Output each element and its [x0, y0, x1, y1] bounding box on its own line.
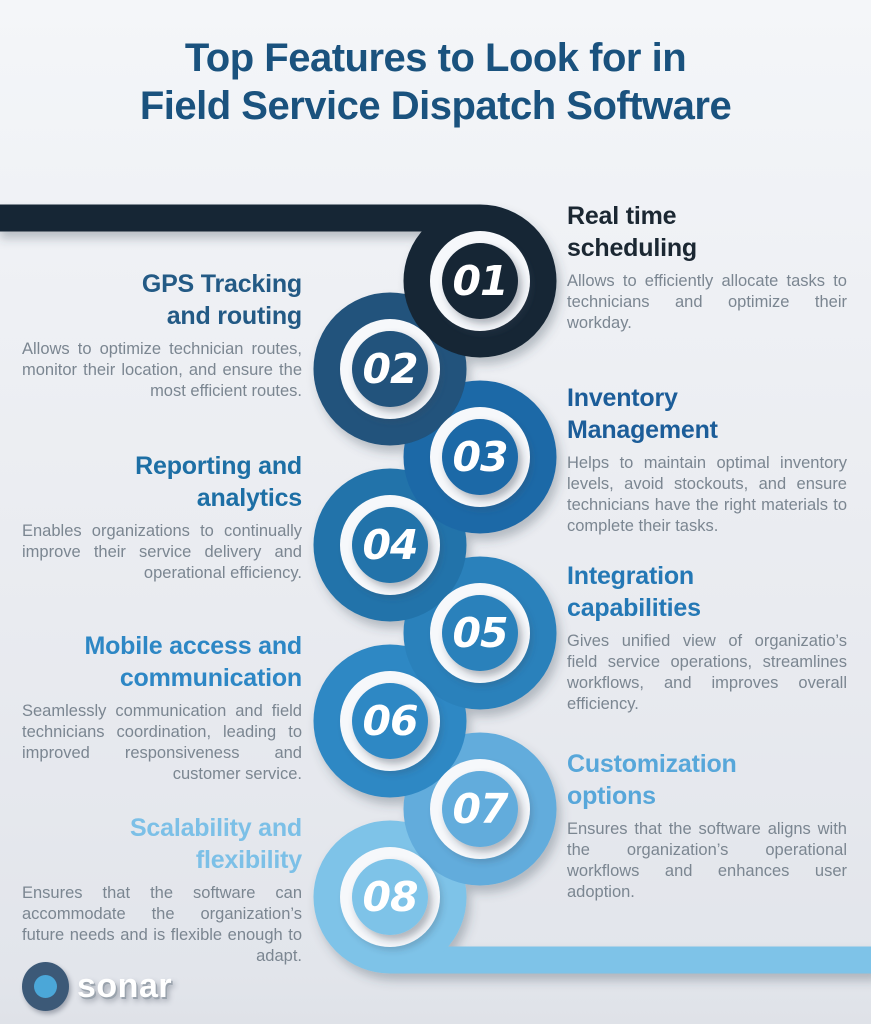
number-badge-07	[442, 771, 518, 847]
feature-description: Ensures that the software can accommodat…	[22, 884, 302, 965]
feature-title: Mobile access and communication	[84, 632, 302, 692]
feature-description: Allows to efficiently allocate tasks to …	[567, 272, 847, 332]
snake-ring-01	[403, 204, 557, 358]
feature-item-integration-capabilities: Integration capabilities Gives unified v…	[567, 560, 847, 715]
number-label-04: 04	[362, 521, 417, 569]
page-title-line1: Top Features to Look for in	[184, 36, 687, 80]
number-badge-04	[352, 507, 428, 583]
feature-title: Real time scheduling	[567, 202, 697, 262]
feature-item-customization-options: Customization options Ensures that the s…	[567, 748, 847, 903]
number-label-08: 08	[362, 873, 418, 921]
number-label-03: 03	[452, 433, 507, 481]
number-label-05: 05	[452, 609, 507, 657]
number-label-07: 07	[452, 785, 509, 833]
number-label-01: 01	[452, 257, 507, 305]
feature-description: Ensures that the software aligns with th…	[567, 820, 847, 901]
number-badge-08	[352, 859, 428, 935]
feature-title: Integration capabilities	[567, 562, 701, 622]
number-badge-06	[352, 683, 428, 759]
page-title: Top Features to Look for in Field Servic…	[0, 34, 871, 130]
feature-description: Helps to maintain optimal inventory leve…	[567, 454, 847, 535]
number-badge-03	[442, 419, 518, 495]
number-badge-05	[442, 595, 518, 671]
snake-ring-04	[313, 468, 467, 622]
feature-title: Reporting and analytics	[135, 452, 302, 512]
snake-ring-05	[403, 556, 557, 710]
feature-description: Gives unified view of organizatio’s fiel…	[567, 632, 847, 713]
brand-logo-icon-dot	[34, 974, 57, 998]
feature-description: Enables organizations to continually imp…	[22, 522, 302, 582]
feature-item-mobile-access: Mobile access and communication Seamless…	[22, 630, 302, 785]
feature-title: Inventory Management	[567, 384, 718, 444]
feature-item-gps-tracking: GPS Tracking and routing Allows to optim…	[22, 268, 302, 402]
feature-description: Seamlessly communication and field techn…	[22, 702, 302, 783]
snake-ring-06	[313, 644, 467, 798]
number-label-02: 02	[362, 345, 417, 393]
snake-ring-02	[313, 292, 467, 446]
feature-title: Scalability and flexibility	[129, 814, 302, 874]
feature-title: GPS Tracking and routing	[141, 270, 302, 330]
snake-ring-08	[313, 820, 467, 974]
feature-item-real-time-scheduling: Real time scheduling Allows to efficient…	[567, 200, 847, 334]
snake-ring-03	[403, 380, 557, 534]
page-title-line2: Field Service Dispatch Software	[139, 84, 732, 128]
number-label-06: 06	[362, 697, 418, 745]
number-badge-02	[352, 331, 428, 407]
feature-item-scalability-flexibility: Scalability and flexibility Ensures that…	[22, 812, 302, 967]
brand-logo: sonar	[22, 960, 172, 1012]
brand-logo-text: sonar	[77, 966, 173, 1005]
feature-description: Allows to optimize technician routes, mo…	[22, 340, 302, 400]
feature-item-inventory-management: Inventory Management Helps to maintain o…	[567, 382, 847, 537]
brand-logo-icon	[22, 961, 69, 1011]
feature-item-reporting-analytics: Reporting and analytics Enables organiza…	[22, 450, 302, 584]
snake-ring-07	[403, 732, 557, 886]
feature-title: Customization options	[567, 750, 737, 810]
number-badge-01	[442, 243, 518, 319]
